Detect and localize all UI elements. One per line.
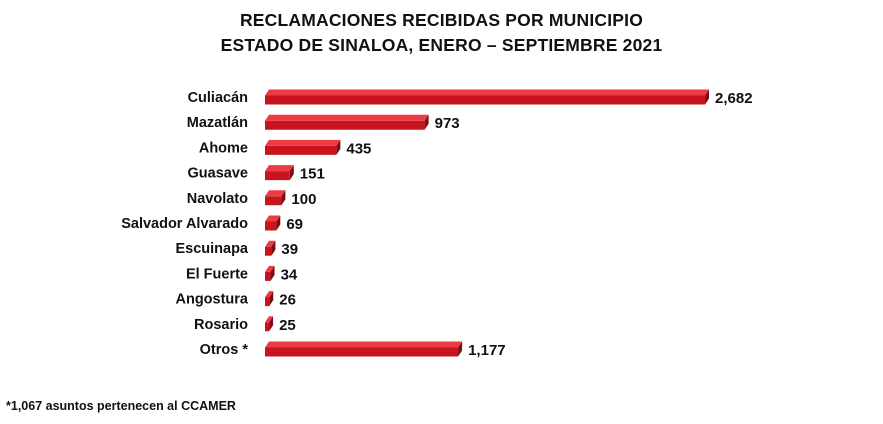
value-label: 25 <box>279 317 296 334</box>
category-label: Culiacán <box>188 90 248 106</box>
bar-side-face <box>281 190 286 206</box>
bar-top-face <box>265 89 709 96</box>
value-label: 100 <box>291 191 316 208</box>
chart-subtitle: ESTADO DE SINALOA, ENERO – SEPTIEMBRE 20… <box>220 35 663 55</box>
bar-top-face <box>265 165 294 172</box>
bar-side-face <box>276 215 281 231</box>
category-label: Angostura <box>176 292 249 308</box>
bar-side-face <box>269 291 274 307</box>
bar <box>265 246 272 256</box>
bar-side-face <box>270 265 275 281</box>
bar-side-face <box>336 139 341 155</box>
bar-top-face <box>265 190 286 197</box>
value-label: 39 <box>281 241 298 258</box>
category-label: El Fuerte <box>186 266 248 282</box>
category-label: Escuinapa <box>175 241 248 257</box>
bar-side-face <box>424 114 429 130</box>
category-label: Navolato <box>187 191 248 207</box>
category-label: Guasave <box>188 166 248 182</box>
bar <box>265 347 459 357</box>
bar-top-face <box>265 215 281 222</box>
category-label: Otros * <box>200 342 249 358</box>
bar <box>265 271 271 281</box>
category-label: Rosario <box>194 317 248 333</box>
value-label: 435 <box>346 140 371 157</box>
bar-side-face <box>458 341 463 357</box>
bar-top-face <box>265 291 274 298</box>
bar-side-face <box>289 165 294 181</box>
bar <box>265 95 705 105</box>
category-label: Ahome <box>199 140 248 156</box>
chart-title-block: RECLAMACIONES RECIBIDAS POR MUNICIPIO ES… <box>0 8 883 58</box>
bar <box>265 221 277 231</box>
bar-top-face <box>265 114 429 121</box>
bar <box>265 297 270 307</box>
value-label: 151 <box>300 166 325 183</box>
bar <box>265 196 282 206</box>
bar <box>265 171 290 181</box>
category-label: Salvador Alvarado <box>121 216 248 232</box>
bar-side-face <box>269 316 274 332</box>
value-label: 973 <box>435 115 460 132</box>
value-label: 34 <box>281 266 298 283</box>
bar-side-face <box>271 240 276 256</box>
value-label: 26 <box>279 292 296 309</box>
bar-top-face <box>265 139 341 146</box>
bar-top-face <box>265 240 276 247</box>
chart-title: RECLAMACIONES RECIBIDAS POR MUNICIPIO <box>239 10 644 30</box>
bar <box>265 322 270 332</box>
bar-side-face <box>705 89 709 105</box>
bar <box>265 120 425 130</box>
value-label: 69 <box>286 216 303 233</box>
bar-top-face <box>265 341 463 348</box>
value-label: 2,682 <box>715 90 753 107</box>
bar-top-face <box>265 265 275 272</box>
value-label: 1,177 <box>468 342 506 359</box>
bar-top-face <box>265 316 274 323</box>
category-label: Mazatlán <box>187 115 248 131</box>
footnote: *1,067 asuntos pertenecen al CCAMER <box>6 399 236 413</box>
bar <box>265 145 337 155</box>
